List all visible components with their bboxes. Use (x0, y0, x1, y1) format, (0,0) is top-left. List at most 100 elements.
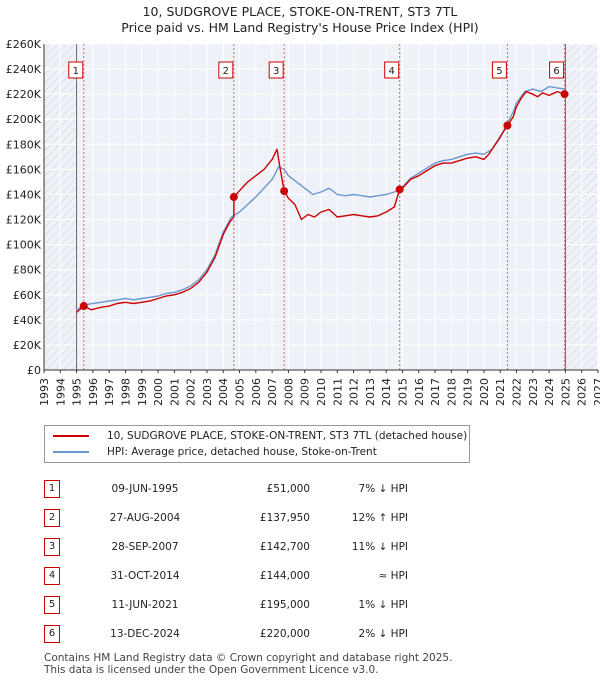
x-tick-label: 2012 (348, 378, 361, 406)
sale-number: 4 (44, 566, 60, 585)
legend-label-property: 10, SUDGROVE PLACE, STOKE-ON-TRENT, ST3 … (107, 430, 468, 442)
y-tick-label: £60K (13, 289, 42, 302)
chart-title: 10, SUDGROVE PLACE, STOKE-ON-TRENT, ST3 … (142, 4, 458, 19)
sale-hpi-diff: 1% ↓ HPI (358, 598, 408, 611)
y-tick-label: £160K (6, 163, 42, 176)
x-tick-label: 1993 (38, 378, 51, 406)
sale-hpi-diff: 12% ↑ HPI (351, 511, 408, 524)
x-tick-label: 2022 (511, 378, 524, 406)
sale-number: 2 (44, 508, 60, 527)
x-tick-label: 2004 (217, 378, 230, 406)
x-tick-label: 2019 (462, 378, 475, 406)
x-tick-label: 2013 (364, 378, 377, 406)
sale-point (79, 302, 88, 311)
x-tick-label: 2001 (168, 378, 181, 406)
price-chart: £0 £20K £40K £60K £80K £100K £120K £140K £160K £1… (6, 38, 600, 406)
sale-label-box (549, 61, 565, 79)
x-tick-label: 1999 (136, 378, 149, 406)
y-tick-label: £260K (6, 38, 42, 51)
x-tick-label: 2018 (445, 378, 458, 406)
x-tick-label: 2007 (266, 378, 279, 406)
sale-label-number: 5 (496, 66, 502, 77)
x-tick-label: 1997 (103, 378, 116, 406)
sale-label-box (268, 61, 284, 79)
x-tick-label: 2023 (527, 378, 540, 406)
sale-hpi-diff: 11% ↓ HPI (351, 540, 408, 553)
sale-price: £51,000 (266, 482, 310, 495)
sale-number: 3 (44, 537, 60, 556)
footer-copyright: Contains HM Land Registry data © Crown c… (44, 652, 453, 664)
footer-licence: This data is licensed under the Open Gov… (44, 664, 379, 676)
x-tick-label: 2025 (559, 378, 572, 406)
chart-subtitle: Price paid vs. HM Land Registry's House … (121, 20, 479, 35)
x-tick-label: 2024 (543, 378, 556, 406)
sale-point (395, 185, 404, 194)
sale-date: 27-AUG-2004 (109, 511, 181, 524)
legend-swatch-hpi (53, 451, 89, 453)
sale-label-number: 2 (223, 66, 229, 77)
x-tick-label: 2000 (152, 378, 165, 406)
x-tick-label: 2015 (396, 378, 409, 406)
y-tick-label: £40K (13, 314, 42, 327)
legend-swatch-property (53, 435, 89, 437)
property-price-line (76, 90, 565, 313)
sale-hpi-diff: 7% ↓ HPI (358, 482, 408, 495)
x-tick-label: 2026 (576, 378, 589, 406)
legend-label-hpi: HPI: Average price, detached house, Stok… (107, 446, 377, 458)
legend-item-hpi: HPI: Average price, detached house, Stok… (53, 444, 377, 460)
y-tick-label: £240K (6, 63, 42, 76)
sale-price: £195,000 (259, 598, 310, 611)
sale-number: 5 (44, 595, 60, 614)
sale-price: £142,700 (259, 540, 310, 553)
y-tick-label: £20K (13, 339, 42, 352)
sale-date: 09-JUN-1995 (111, 482, 179, 495)
table-row: 4 31-OCT-2014 £144,000 ≈ HPI (44, 561, 408, 590)
x-tick-label: 2002 (185, 378, 198, 406)
x-tick-label: 2008 (282, 378, 295, 406)
x-tick-label: 2016 (413, 378, 426, 406)
x-tick-label: 2017 (429, 378, 442, 406)
y-tick-label: £200K (6, 113, 42, 126)
x-tick-label: 2011 (331, 378, 344, 406)
table-row: 1 09-JUN-1995 £51,000 7% ↓ HPI (44, 474, 408, 503)
table-row: 5 11-JUN-2021 £195,000 1% ↓ HPI (44, 590, 408, 619)
sale-point (503, 121, 512, 130)
x-tick-label: 2006 (250, 378, 263, 406)
sale-price: £144,000 (259, 569, 310, 582)
sale-date: 31-OCT-2014 (110, 569, 180, 582)
y-tick-label: £100K (6, 239, 42, 252)
x-tick-label: 1995 (71, 378, 84, 406)
y-tick-label: £120K (6, 214, 42, 227)
sale-hpi-diff: ≈ HPI (378, 569, 408, 582)
legend-item-property: 10, SUDGROVE PLACE, STOKE-ON-TRENT, ST3 … (53, 428, 467, 444)
sale-point (560, 90, 569, 99)
sale-label-number: 6 (553, 66, 559, 77)
y-tick-label: £180K (6, 138, 42, 151)
sale-date: 11-JUN-2021 (111, 598, 179, 611)
sale-label-number: 4 (389, 66, 395, 77)
sale-label-box (491, 61, 507, 79)
x-tick-label: 2003 (201, 378, 214, 406)
table-row: 3 28-SEP-2007 £142,700 11% ↓ HPI (44, 532, 408, 561)
x-tick-label: 1998 (119, 378, 132, 406)
x-tick-label: 1994 (54, 378, 67, 406)
table-row: 6 13-DEC-2024 £220,000 2% ↓ HPI (44, 619, 408, 648)
y-tick-label: £140K (6, 188, 42, 201)
sale-label-box (68, 61, 84, 79)
legend: 10, SUDGROVE PLACE, STOKE-ON-TRENT, ST3 … (44, 425, 470, 463)
y-tick-label: £220K (6, 88, 42, 101)
sale-label-number: 3 (273, 66, 279, 77)
sale-number: 6 (44, 624, 60, 643)
sale-hpi-diff: 2% ↓ HPI (358, 627, 408, 640)
sale-label-box (218, 61, 234, 79)
hpi-line (76, 85, 565, 311)
table-row: 2 27-AUG-2004 £137,950 12% ↑ HPI (44, 503, 408, 532)
sale-point (229, 193, 238, 202)
sale-date: 28-SEP-2007 (111, 540, 179, 553)
sale-label-number: 1 (73, 66, 79, 77)
x-tick-label: 2021 (494, 378, 507, 406)
sale-price: £137,950 (259, 511, 310, 524)
x-tick-label: 1996 (87, 378, 100, 406)
sale-number: 1 (44, 479, 60, 498)
sale-label-box (384, 61, 400, 79)
